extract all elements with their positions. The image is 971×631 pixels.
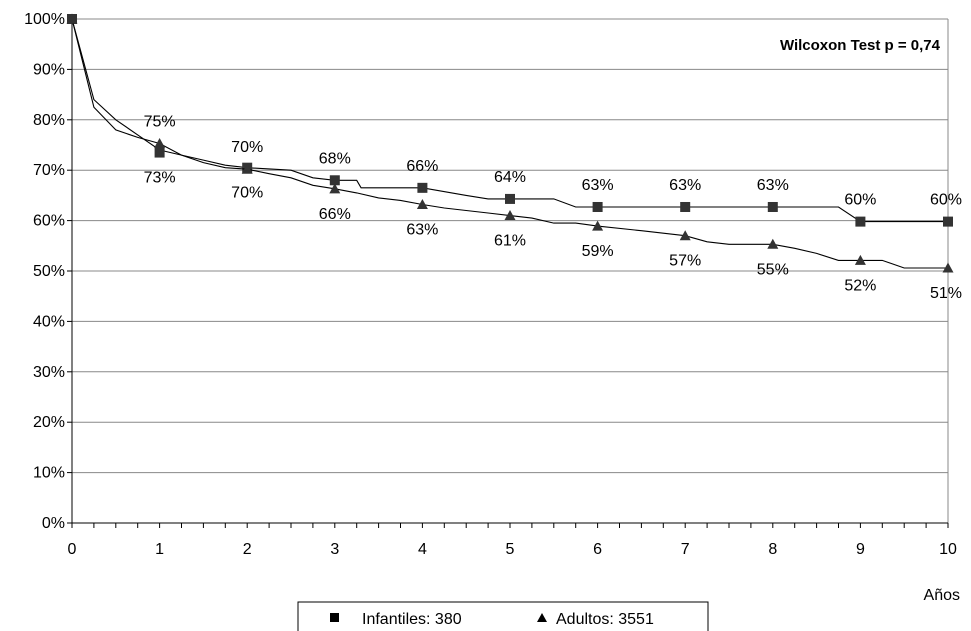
data-label-adultos: 75% — [144, 113, 176, 130]
x-axis-title: Años — [924, 587, 960, 604]
x-tick-label: 2 — [243, 541, 252, 558]
marker-adultos — [679, 230, 691, 241]
legend-label-infantiles: Infantiles: 380 — [362, 611, 462, 628]
data-label-adultos: 55% — [757, 261, 789, 278]
data-label-infantiles: 63% — [757, 177, 789, 194]
marker-infantiles — [680, 201, 691, 212]
x-tick-label: 3 — [330, 541, 339, 558]
x-tick-label: 4 — [418, 541, 427, 558]
annotation: Wilcoxon Test p = 0,74 — [780, 37, 941, 54]
y-tick-label: 90% — [33, 61, 65, 78]
marker-adultos — [592, 220, 604, 231]
y-tick-label: 20% — [33, 414, 65, 431]
data-label-infantiles: 63% — [582, 177, 614, 194]
marker-adultos — [854, 254, 866, 265]
marker-infantiles — [417, 182, 428, 193]
marker-adultos — [942, 262, 954, 273]
x-tick-label: 5 — [506, 541, 515, 558]
y-tick-label: 70% — [33, 162, 65, 179]
data-label-adultos: 70% — [231, 139, 263, 156]
y-tick-label: 0% — [42, 515, 65, 532]
data-label-adultos: 51% — [930, 285, 962, 302]
data-label-infantiles: 60% — [930, 192, 962, 209]
data-label-adultos: 66% — [319, 206, 351, 223]
annotation-box — [733, 28, 943, 58]
data-label-infantiles: 63% — [669, 177, 701, 194]
marker-adultos — [66, 13, 78, 24]
marker-adultos — [154, 137, 166, 148]
marker-adultos — [767, 238, 779, 249]
marker-adultos — [329, 183, 341, 194]
y-tick-label: 80% — [33, 112, 65, 129]
marker-adultos — [504, 210, 516, 221]
axes: 0% 10% 20% 30% 40% 50% 60% 70% 80% 90% 100% 0 1 2 3 4 5 6… — [24, 11, 957, 558]
y-tick-label: 10% — [33, 465, 65, 482]
marker-infantiles — [943, 216, 953, 227]
data-label-infantiles: 68% — [319, 150, 351, 167]
marker-adultos — [241, 163, 253, 174]
x-tick-label: 6 — [593, 541, 602, 558]
y-tick-label: 40% — [33, 313, 65, 330]
grid — [72, 18, 949, 523]
data-label-infantiles: 66% — [406, 158, 438, 175]
marker-infantiles — [767, 201, 778, 212]
data-labels: 73% 70% 68% 66% 64% 63% 63% 63% 60% 60% 75% 70% 66% 6… — [144, 113, 962, 301]
x-tick-label: 9 — [856, 541, 865, 558]
marker-infantiles — [592, 201, 603, 212]
data-label-infantiles: 64% — [494, 169, 526, 186]
x-tick-label: 7 — [681, 541, 690, 558]
marker-infantiles — [505, 193, 515, 204]
data-label-infantiles: 60% — [844, 192, 876, 209]
data-label-adultos: 57% — [669, 253, 701, 270]
data-label-infantiles: 73% — [144, 170, 176, 187]
legend-label-adultos: Adultos: 3551 — [556, 611, 654, 628]
marker-adultos — [416, 198, 428, 209]
y-tick-label: 50% — [33, 263, 65, 280]
legend-square-marker — [330, 613, 339, 622]
data-label-adultos: 52% — [844, 277, 876, 294]
data-label-adultos: 63% — [406, 221, 438, 238]
data-label-infantiles: 70% — [231, 185, 263, 202]
series-layer — [66, 13, 954, 273]
legend: Infantiles: 380 Adultos: 3551 — [297, 601, 709, 631]
x-tick-label: 10 — [939, 541, 957, 558]
marker-infantiles — [855, 216, 866, 227]
legend-box — [297, 601, 709, 631]
series-line-adultos — [71, 18, 948, 269]
y-tick-label: 30% — [33, 364, 65, 381]
x-tick-label: 8 — [768, 541, 777, 558]
x-tick-label: 0 — [68, 541, 77, 558]
marker-infantiles — [329, 175, 340, 186]
marker-infantiles — [154, 147, 165, 158]
data-label-adultos: 61% — [494, 233, 526, 250]
y-tick-label: 60% — [33, 213, 65, 230]
data-label-adultos: 59% — [582, 243, 614, 260]
y-tick-label: 100% — [24, 11, 65, 28]
x-tick-label: 1 — [155, 541, 164, 558]
legend-triangle-marker — [537, 613, 547, 622]
